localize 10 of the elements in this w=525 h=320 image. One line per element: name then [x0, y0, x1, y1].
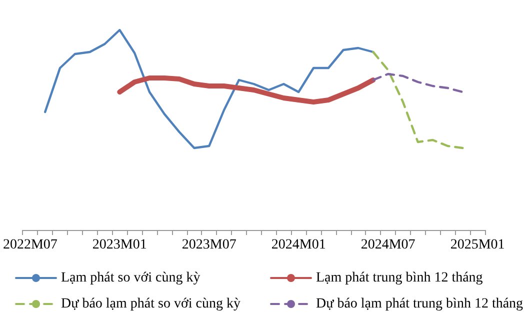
x-tick-label: 2025M01: [450, 238, 505, 252]
x-tick-label: 2023M01: [92, 238, 147, 252]
x-tick-label: 2024M07: [360, 238, 416, 252]
legend-label: Lạm phát so với cùng kỳ: [61, 270, 200, 286]
legend-label: Lạm phát trung bình 12 tháng: [316, 270, 483, 286]
x-tick-label: 2024M01: [271, 238, 326, 252]
x-tick-label: 2022M07: [2, 238, 58, 252]
legend-label: Dự báo lạm phát so với cùng kỳ: [61, 296, 240, 312]
legend-label: Dự báo lạm phát trung bình 12 tháng: [316, 296, 524, 312]
x-tick-label: 2023M07: [182, 238, 236, 252]
